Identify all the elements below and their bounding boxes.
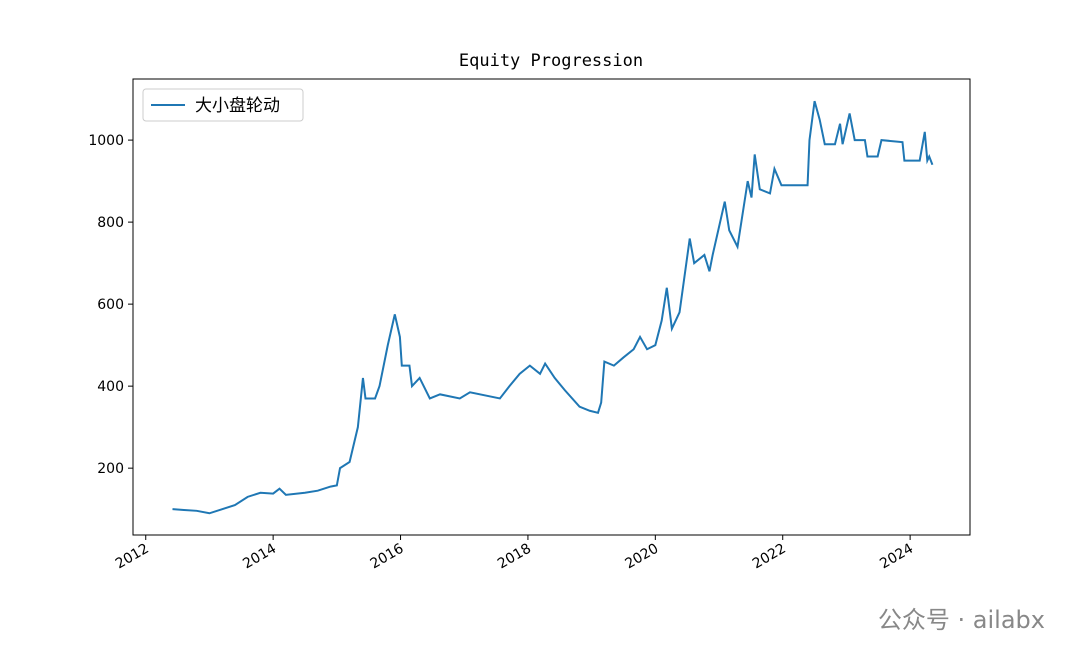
y-tick-label: 600 — [97, 297, 124, 313]
plot-frame — [132, 78, 971, 536]
y-tick-label: 200 — [97, 461, 124, 477]
legend-box — [142, 88, 304, 122]
y-tick-label: 400 — [97, 379, 124, 395]
line — [172, 100, 934, 515]
legend-label: 大小盘轮动 — [195, 96, 280, 116]
y-tick-label: 800 — [97, 215, 124, 231]
y-tick-label: 1000 — [88, 133, 124, 149]
chart-title: Equity Progression — [459, 51, 643, 71]
watermark: 公众号 · ailabx — [878, 606, 1045, 634]
